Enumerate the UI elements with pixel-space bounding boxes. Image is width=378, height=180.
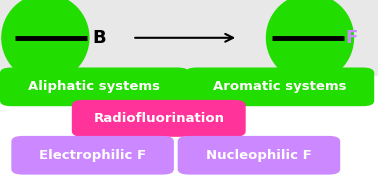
Text: Radiofluorination: Radiofluorination (93, 112, 224, 125)
Text: Nucleophilic F: Nucleophilic F (206, 149, 312, 162)
Text: Aliphatic systems: Aliphatic systems (28, 80, 161, 93)
Text: Aromatic systems: Aromatic systems (213, 80, 347, 93)
Point (42, 36, 48, 39)
FancyBboxPatch shape (185, 68, 374, 106)
Text: F: F (346, 29, 358, 47)
Ellipse shape (266, 0, 353, 81)
FancyBboxPatch shape (0, 68, 189, 106)
FancyBboxPatch shape (178, 136, 340, 175)
Text: B: B (93, 29, 106, 47)
FancyBboxPatch shape (0, 0, 378, 76)
Ellipse shape (2, 0, 89, 81)
FancyBboxPatch shape (72, 100, 246, 137)
Text: Electrophilic F: Electrophilic F (39, 149, 146, 162)
FancyBboxPatch shape (11, 136, 174, 175)
Point (307, 36, 313, 39)
